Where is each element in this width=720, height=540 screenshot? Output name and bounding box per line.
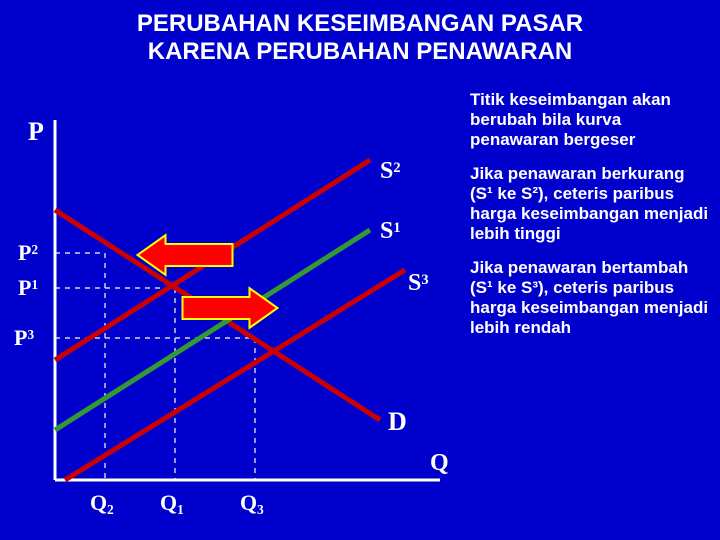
axis-label-q: Q — [430, 450, 449, 476]
text-column: Titik keseimbangan akan berubah bila kur… — [470, 90, 710, 353]
supply-demand-chart: P P2 P1 P3 Q Q2 Q1 Q3 S2 S1 S3 D — [10, 120, 460, 530]
quantity-label-q2: Q2 — [90, 490, 114, 517]
paragraph-2: Jika penawaran berkurang (S¹ ke S²), cet… — [470, 164, 710, 244]
axis-label-p: P — [28, 117, 44, 146]
title-line-2: KARENA PERUBAHAN PENAWARAN — [0, 38, 720, 66]
slide-title: PERUBAHAN KESEIMBANGAN PASAR KARENA PERU… — [0, 10, 720, 65]
quantity-label-q3: Q3 — [240, 490, 264, 517]
paragraph-1: Titik keseimbangan akan berubah bila kur… — [470, 90, 710, 150]
price-label-p1: P1 — [18, 275, 38, 300]
title-line-1: PERUBAHAN KESEIMBANGAN PASAR — [0, 10, 720, 38]
chart-svg: P P2 P1 P3 Q Q2 Q1 Q3 S2 S1 S3 D — [10, 120, 460, 530]
supply-label-s1: S1 — [380, 218, 401, 244]
quantity-label-q1: Q1 — [160, 490, 184, 517]
demand-label-d: D — [388, 407, 407, 436]
price-label-p3: P3 — [14, 325, 34, 350]
supply-label-s3: S3 — [408, 270, 429, 296]
supply-label-s2: S2 — [380, 158, 401, 184]
paragraph-3: Jika penawaran bertambah (S¹ ke S³), cet… — [470, 258, 710, 338]
price-label-p2: P2 — [18, 240, 38, 265]
